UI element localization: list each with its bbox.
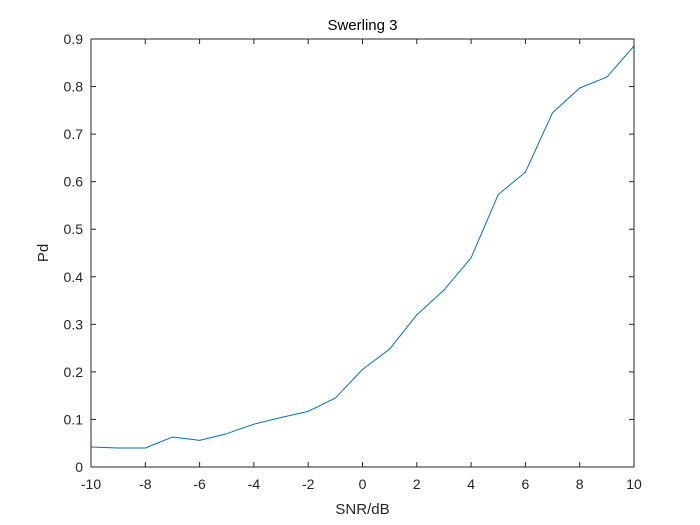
y-tick-label: 0.6 [64,174,84,190]
x-tick-label: -10 [81,476,101,492]
x-axis-ticks: -10 -8 -6 -4 -2 0 2 4 6 8 10 [81,39,642,492]
y-tick-label: 0.4 [64,269,84,285]
y-axis-ticks: 0 0.1 0.2 0.3 0.4 0.5 0.6 0.7 0.8 0.9 [64,31,634,475]
x-tick-label: -8 [139,476,152,492]
series-line-0 [90,45,635,449]
data-point [144,446,147,449]
y-tick-label: 0.3 [64,316,84,332]
x-tick-label: 8 [576,476,584,492]
y-tick-label: 0.8 [64,79,84,95]
data-point [470,256,473,259]
data-point [117,446,120,449]
x-tick-label: 6 [522,476,530,492]
x-tick-label: -4 [248,476,261,492]
y-tick-label: 0.5 [64,221,84,237]
data-point [334,397,337,400]
data-point [307,410,310,413]
series-layer [90,45,635,449]
y-tick-label: 0.9 [64,31,84,47]
data-point [524,171,527,174]
data-point [415,313,418,316]
data-point [252,423,255,426]
data-point [551,111,554,114]
data-point [280,416,283,419]
y-tick-label: 0 [75,459,83,475]
x-tick-label: 0 [359,476,367,492]
x-tick-label: 2 [413,476,421,492]
y-tick-label: 0.1 [64,411,84,427]
data-point [171,436,174,439]
data-point [605,76,608,79]
data-point [388,348,391,351]
x-tick-label: 4 [467,476,475,492]
data-point [198,439,201,442]
y-tick-label: 0.7 [64,126,84,142]
data-point [578,86,581,89]
data-point [497,193,500,196]
x-axis-title: SNR/dB [335,501,389,518]
plot-background [91,39,634,467]
axes-box [90,38,635,468]
x-tick-label: -2 [302,476,315,492]
data-point [442,289,445,292]
x-tick-label: -6 [193,476,206,492]
chart-title: Swerling 3 [327,17,397,34]
y-tick-label: 0.2 [64,364,84,380]
data-point [225,432,228,435]
x-tick-label: 10 [626,476,642,492]
y-axis-title: Pd [35,244,52,262]
data-point [361,368,364,371]
